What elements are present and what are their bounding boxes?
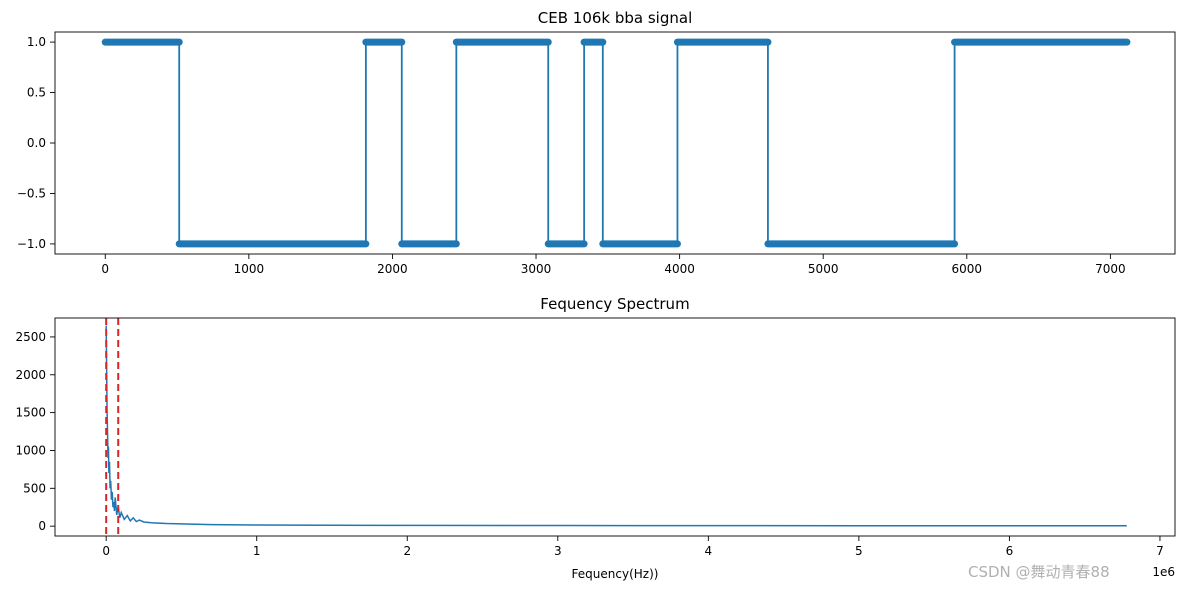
x-tick-label: 4000 bbox=[664, 262, 695, 276]
x-tick-label: 2 bbox=[403, 544, 411, 558]
spectrum-line bbox=[105, 325, 1127, 527]
y-tick-label: 0.5 bbox=[27, 86, 46, 100]
signal-axes: CEB 106k bba signal 0 1000 2000 3000 4000 5000… bbox=[17, 9, 1176, 276]
chart-title: CEB 106k bba signal bbox=[538, 9, 692, 27]
x-offset-label: 1e6 bbox=[1152, 565, 1175, 579]
y-tick-label: 1000 bbox=[15, 443, 46, 457]
x-tick-label: 6000 bbox=[952, 262, 983, 276]
x-tick-label: 7000 bbox=[1095, 262, 1126, 276]
spectrum-axes: Fequency Spectrum 0 1 2 3 4 5 6 7 0 500 1000 1500 200… bbox=[15, 295, 1176, 581]
y-tick-label: 1.0 bbox=[27, 35, 46, 49]
y-tick-label: −1.0 bbox=[17, 237, 46, 251]
y-tick-label: 0.0 bbox=[27, 136, 46, 150]
y-tick-label: −0.5 bbox=[17, 186, 46, 200]
chart-title: Fequency Spectrum bbox=[540, 295, 689, 313]
x-tick-label: 4 bbox=[705, 544, 713, 558]
x-tick-label: 6 bbox=[1006, 544, 1014, 558]
x-axis-label: Fequency(Hz)) bbox=[572, 567, 659, 581]
x-tick-label: 1 bbox=[253, 544, 261, 558]
watermark: CSDN @舞动青春88 bbox=[968, 563, 1110, 581]
x-tick-label: 5 bbox=[855, 544, 863, 558]
y-tick-label: 2000 bbox=[15, 368, 46, 382]
x-tick-label: 3000 bbox=[521, 262, 552, 276]
x-tick-label: 1000 bbox=[234, 262, 265, 276]
x-tick-label: 3 bbox=[554, 544, 562, 558]
axes-frame bbox=[54, 31, 1176, 255]
x-tick-label: 0 bbox=[102, 544, 110, 558]
axes-frame bbox=[54, 317, 1176, 537]
x-tick-label: 0 bbox=[101, 262, 109, 276]
y-tick-label: 1500 bbox=[15, 406, 46, 420]
x-tick-label: 2000 bbox=[377, 262, 408, 276]
y-tick-label: 0 bbox=[38, 519, 46, 533]
x-tick-label: 7 bbox=[1156, 544, 1164, 558]
signal-line bbox=[105, 41, 1127, 245]
y-tick-label: 500 bbox=[23, 481, 46, 495]
x-tick-label: 5000 bbox=[808, 262, 839, 276]
y-tick-label: 2500 bbox=[15, 330, 46, 344]
